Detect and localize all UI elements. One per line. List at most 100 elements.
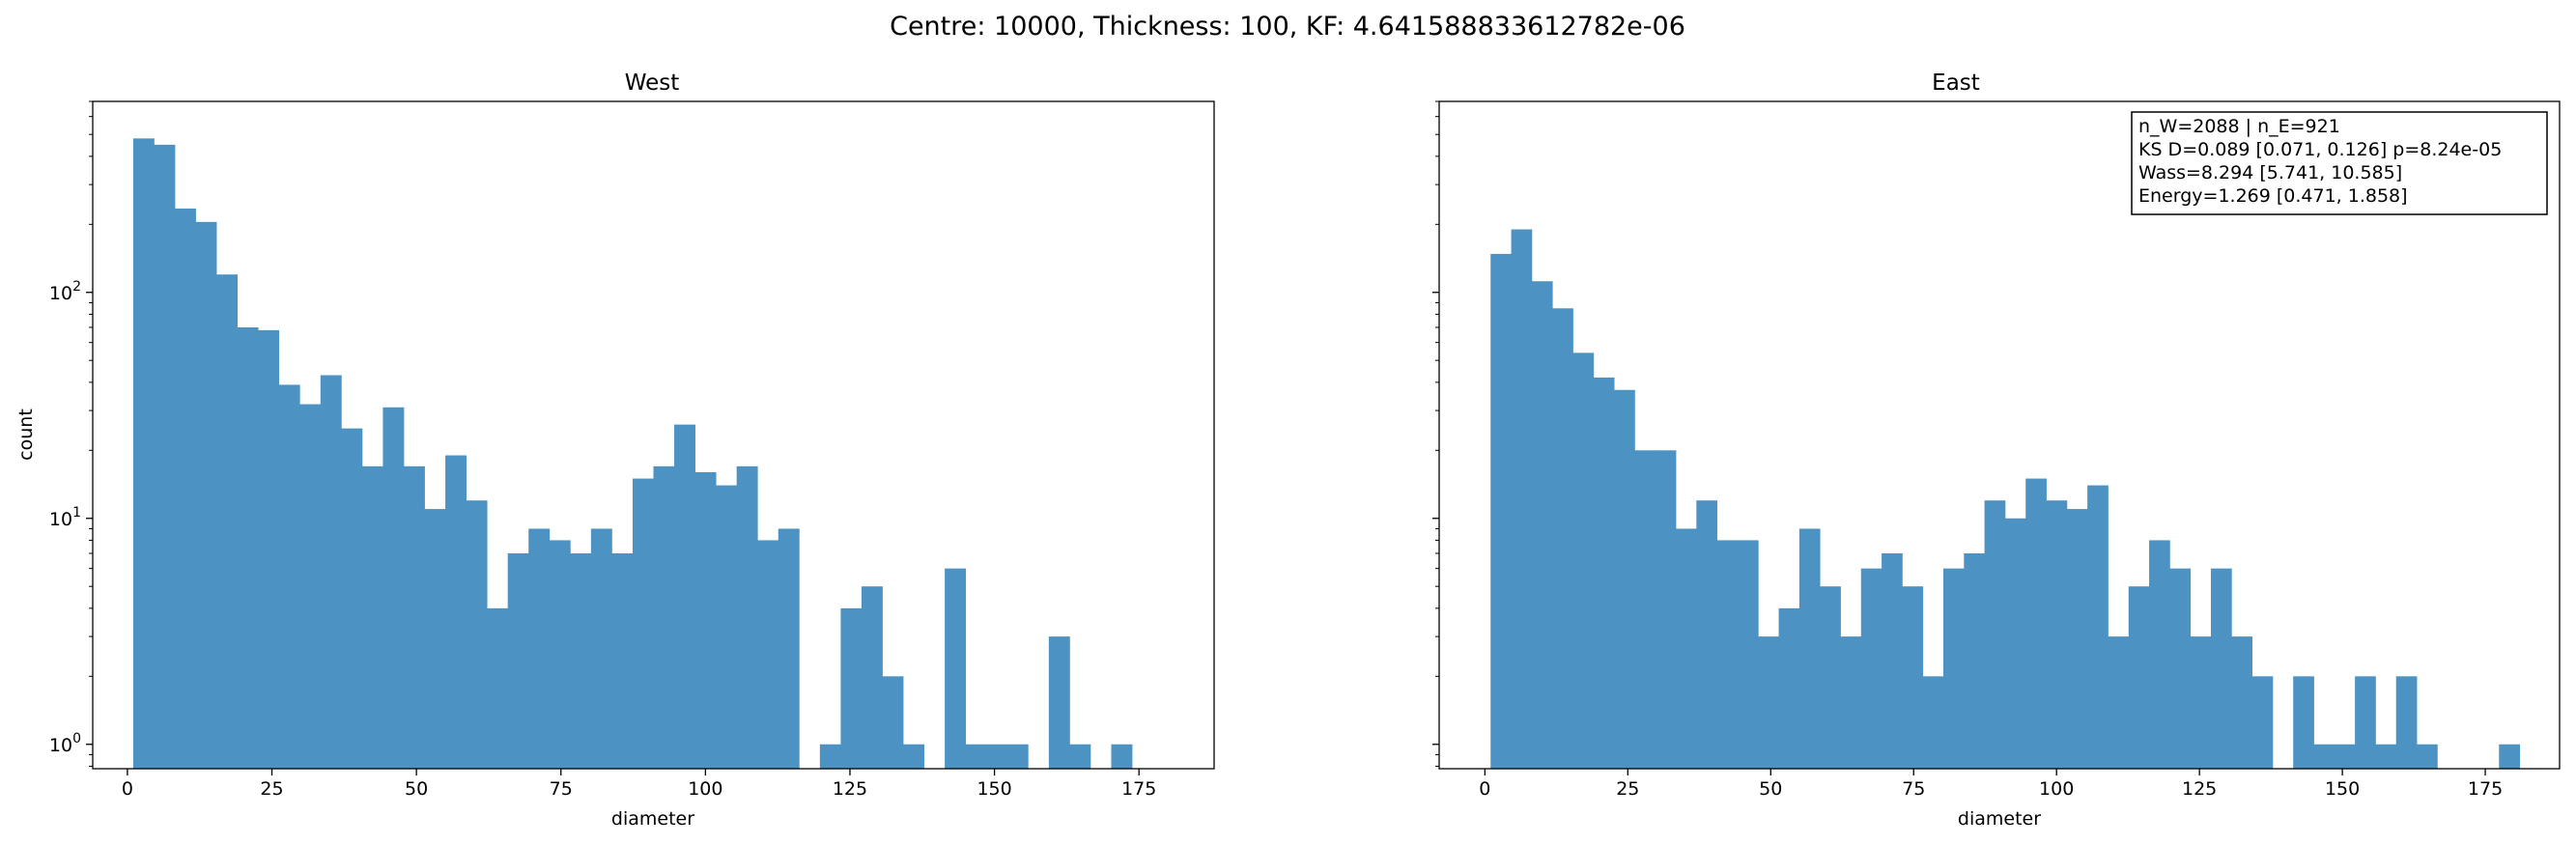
histogram-bar bbox=[195, 221, 217, 770]
x-tick-label: 100 bbox=[688, 778, 722, 800]
x-tick-label: 125 bbox=[833, 778, 867, 800]
histogram-bar bbox=[1006, 744, 1029, 769]
histogram-bar bbox=[320, 375, 342, 769]
histogram-bar bbox=[1490, 253, 1512, 769]
histogram-bar bbox=[674, 424, 695, 769]
y-tick-label: 102 bbox=[49, 279, 81, 304]
x-tick-label: 25 bbox=[1616, 778, 1639, 800]
histogram-bar bbox=[1593, 377, 1615, 769]
x-tick-label: 125 bbox=[2182, 778, 2217, 800]
histogram-bar bbox=[1840, 636, 1862, 769]
histogram-bar bbox=[819, 744, 841, 769]
stats-annotation-box bbox=[2131, 111, 2548, 215]
histogram-bar bbox=[2169, 568, 2192, 769]
histogram-bar bbox=[2293, 676, 2314, 769]
histogram-bar bbox=[1943, 568, 1965, 769]
histogram-bar bbox=[903, 744, 924, 769]
histogram-bar bbox=[299, 404, 322, 769]
histogram-bar bbox=[986, 744, 1008, 769]
histogram-bar bbox=[2004, 518, 2026, 769]
x-tick-label: 50 bbox=[405, 778, 428, 800]
histogram-bar bbox=[653, 465, 675, 769]
histogram-bar bbox=[1531, 281, 1553, 769]
x-tick-label: 25 bbox=[260, 778, 283, 800]
west-x-label: diameter bbox=[611, 808, 694, 830]
histogram-bar bbox=[882, 676, 904, 769]
east-axes-frame bbox=[1438, 100, 2561, 770]
histogram-bar bbox=[1984, 500, 2006, 769]
histogram-bar bbox=[1572, 352, 1595, 769]
histogram-bar bbox=[1882, 553, 1903, 769]
east-x-label: diameter bbox=[1958, 808, 2041, 830]
histogram-bar bbox=[570, 553, 592, 769]
west-y-label: count bbox=[15, 408, 37, 461]
x-tick-label: 50 bbox=[1759, 778, 1782, 800]
histogram-bar bbox=[2046, 500, 2068, 769]
histogram-bar bbox=[2375, 744, 2397, 769]
histogram-bar bbox=[154, 144, 176, 769]
histogram-bar bbox=[216, 274, 239, 769]
histogram-bar bbox=[403, 465, 425, 769]
histogram-bar bbox=[2149, 540, 2170, 769]
west-y-ticks: 100 101 102 bbox=[49, 100, 93, 767]
figure-suptitle: Centre: 10000, Thickness: 100, KF: 4.641… bbox=[890, 12, 1685, 42]
y-tick-label: 101 bbox=[49, 505, 81, 530]
histogram-bar bbox=[1676, 528, 1697, 769]
histogram-bar bbox=[1634, 450, 1656, 769]
west-axes-frame bbox=[92, 100, 1215, 770]
histogram-bar bbox=[466, 500, 488, 769]
histogram-bar bbox=[1552, 308, 1573, 769]
histogram-bar bbox=[2066, 509, 2088, 769]
east-bars bbox=[1490, 229, 2520, 769]
histogram-bar bbox=[2128, 586, 2150, 769]
east-x-ticks: 0 25 50 75 100 125 150 175 bbox=[1479, 769, 2503, 800]
stats-line-counts: n_W=2088 | n_E=921 bbox=[2138, 116, 2340, 137]
histogram-bar bbox=[2210, 568, 2232, 769]
histogram-bar bbox=[361, 465, 383, 769]
histogram-bar bbox=[611, 553, 634, 769]
histogram-bar bbox=[632, 478, 654, 769]
east-chart: East 0 25 50 75 100 125 150 175 diameter n_W=20… bbox=[1432, 70, 2561, 830]
histogram-bar bbox=[2251, 676, 2274, 769]
x-tick-label: 0 bbox=[122, 778, 133, 800]
histogram-bar bbox=[1655, 450, 1677, 769]
stats-line-ks: KS D=0.089 [0.071, 0.126] p=8.24e-05 bbox=[2138, 139, 2502, 160]
x-tick-label: 175 bbox=[2468, 778, 2503, 800]
x-tick-label: 150 bbox=[2325, 778, 2360, 800]
histogram-bar bbox=[965, 744, 987, 769]
x-tick-label: 75 bbox=[1902, 778, 1925, 800]
histogram-bar bbox=[382, 407, 405, 769]
histogram-bar bbox=[694, 471, 717, 769]
histogram-bar bbox=[1860, 568, 1882, 769]
x-tick-label: 0 bbox=[1479, 778, 1490, 800]
histogram-bar bbox=[487, 607, 509, 769]
x-tick-label: 150 bbox=[977, 778, 1011, 800]
histogram-bar bbox=[258, 329, 280, 769]
histogram-bar bbox=[2108, 636, 2130, 769]
east-y-ticks bbox=[1432, 100, 1439, 767]
histogram-bar bbox=[507, 553, 529, 769]
histogram-bar bbox=[945, 568, 967, 769]
stats-line-energy: Energy=1.269 [0.471, 1.858] bbox=[2138, 185, 2408, 207]
histogram-bar bbox=[2087, 485, 2109, 769]
histogram-bar bbox=[1758, 636, 1779, 769]
histogram-bar bbox=[1902, 586, 1924, 769]
histogram-bar bbox=[1069, 744, 1091, 769]
histogram-bar bbox=[590, 528, 612, 769]
histogram-bar bbox=[2499, 744, 2520, 769]
histogram-bar bbox=[2190, 636, 2212, 769]
histogram-bar bbox=[237, 327, 259, 769]
histogram-bar bbox=[1716, 540, 1739, 769]
histogram-bar bbox=[778, 528, 800, 769]
histogram-bar bbox=[840, 607, 863, 769]
histogram-bar bbox=[1820, 586, 1841, 769]
histogram-bar bbox=[2355, 676, 2376, 769]
histogram-bar bbox=[1614, 389, 1635, 769]
histogram-bar bbox=[736, 465, 758, 769]
histogram-bar bbox=[424, 509, 446, 769]
histogram-bar bbox=[549, 540, 571, 769]
stats-line-wass: Wass=8.294 [5.741, 10.585] bbox=[2138, 162, 2402, 183]
histogram-bar bbox=[132, 138, 155, 770]
west-bars bbox=[132, 138, 1133, 770]
